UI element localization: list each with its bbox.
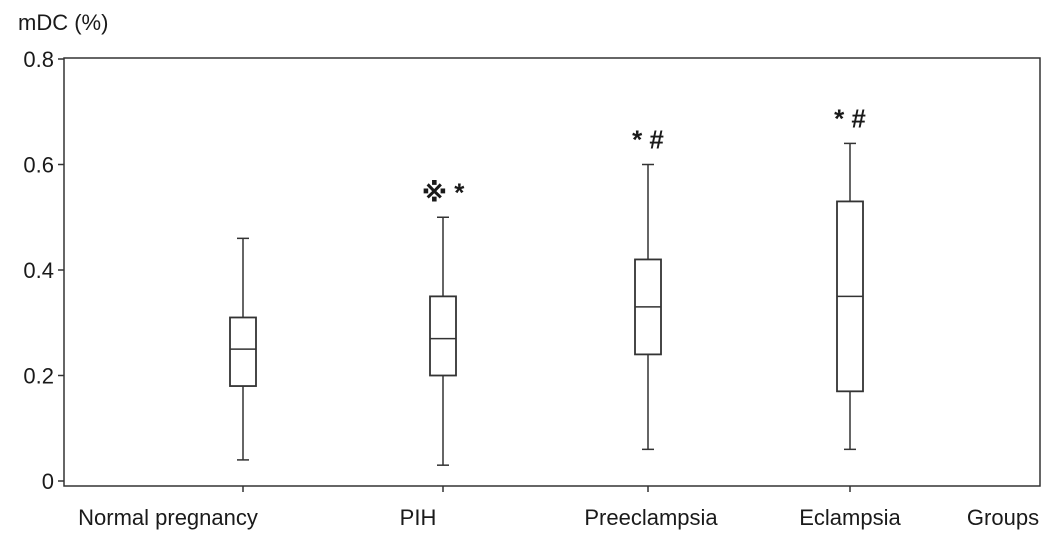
significance-annotation: * # — [834, 103, 866, 133]
y-tick-label: 0.6 — [23, 153, 54, 178]
box-group-2: * # — [632, 125, 664, 451]
plot-area-frame — [63, 57, 1041, 487]
box-group-0 — [229, 237, 257, 461]
box-group-3: * # — [834, 103, 866, 451]
x-axis: Normal pregnancy PIH Preeclampsia Eclampsia — [78, 486, 902, 530]
iqr-box — [429, 295, 457, 377]
y-tick-label: 0.8 — [23, 47, 54, 72]
x-tick-label: PIH — [400, 505, 437, 530]
box-group-1: ※ * — [422, 177, 466, 466]
significance-annotation: ※ * — [422, 177, 466, 207]
significance-annotation: * # — [632, 125, 664, 155]
y-axis: 0 0.2 0.4 0.6 0.8 — [23, 47, 64, 494]
x-axis-label: Groups — [967, 505, 1039, 530]
x-tick-label: Normal pregnancy — [78, 505, 258, 530]
y-axis-label: mDC (%) — [18, 10, 108, 35]
x-tick-label: Preeclampsia — [584, 505, 718, 530]
boxes-layer: ※ * * # * # — [229, 103, 866, 466]
iqr-box — [229, 316, 257, 387]
y-tick-label: 0 — [42, 469, 54, 494]
y-tick-label: 0.2 — [23, 364, 54, 389]
y-tick-label: 0.4 — [23, 258, 54, 283]
x-tick-label: Eclampsia — [799, 505, 901, 530]
